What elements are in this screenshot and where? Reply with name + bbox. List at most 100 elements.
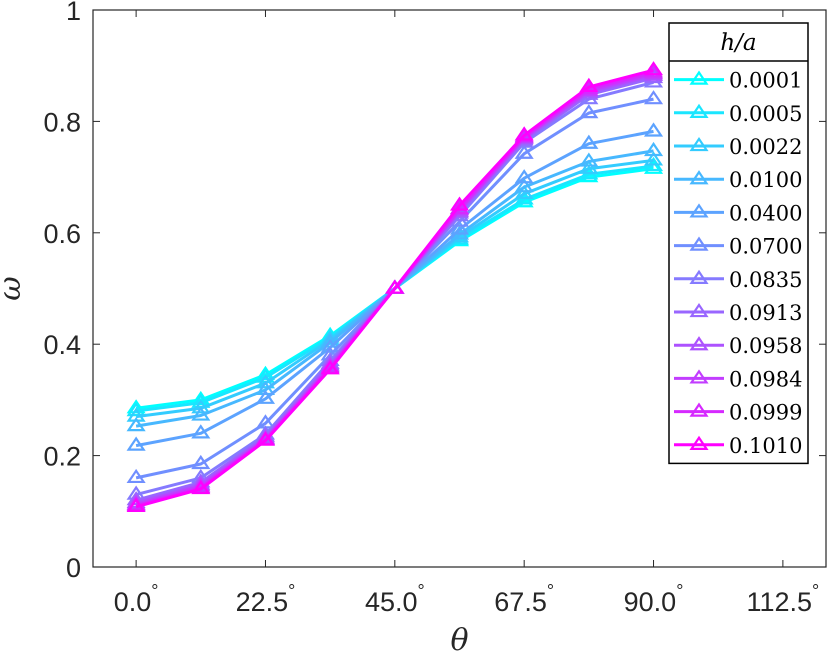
legend-swatch-marker (689, 103, 709, 118)
data-point-marker (191, 424, 211, 439)
degree-sign: ° (151, 581, 158, 601)
legend-entry-0.0958: 0.0958 (674, 334, 802, 358)
legend-swatch-marker (689, 435, 709, 450)
legend-entry-0.0835: 0.0835 (674, 268, 802, 292)
y-tick-label: 0.4 (43, 330, 81, 360)
legend-label: 0.0984 (729, 367, 802, 391)
data-point-marker (514, 144, 534, 159)
x-tick-label: 22.5° (236, 581, 296, 617)
degree-sign: ° (676, 581, 683, 601)
data-point-marker (385, 279, 405, 294)
data-point-marker (191, 399, 211, 414)
legend-entry-0.0001: 0.0001 (674, 69, 802, 93)
legend-label: 0.0835 (729, 268, 802, 292)
data-point-marker (126, 436, 146, 451)
legend-label: 0.0022 (729, 135, 802, 159)
x-tick-label: 45.0° (365, 581, 425, 617)
legend-label: 0.0005 (729, 102, 802, 126)
data-point-marker (643, 61, 664, 76)
legend-label: 0.0100 (729, 168, 802, 192)
degree-sign: ° (418, 581, 425, 601)
y-tick-label: 0.2 (43, 442, 81, 472)
degree-sign: ° (288, 581, 295, 601)
axes-frame (92, 9, 827, 568)
legend-entry-0.0400: 0.0400 (674, 201, 802, 225)
legend-label: 0.0913 (729, 301, 802, 325)
y-axis-ticks: 0 0.2 0.4 0.6 0.8 1 (43, 0, 826, 583)
legend-entry-0.0022: 0.0022 (674, 135, 802, 159)
y-tick-label: 0.6 (43, 219, 81, 249)
data-point-marker (191, 454, 211, 470)
series-line (135, 68, 654, 509)
legend-label: 0.0958 (729, 334, 802, 358)
legend-entry-0.0984: 0.0984 (674, 367, 802, 391)
data-point-marker (579, 103, 599, 119)
data-point-marker (126, 417, 146, 432)
data-point-marker (514, 178, 534, 193)
x-axis-ticks: 0.0° 22.5° 45.0° 67.5° 90.0° 112.5° (114, 10, 819, 617)
data-point-marker (191, 406, 211, 421)
x-tick-label: 67.5° (494, 581, 554, 617)
data-point-marker (579, 159, 599, 174)
data-point-marker (514, 126, 534, 141)
legend-entries: 0.0001 0.0005 0.0022 0.0100 0.0400 0.0700 0.08… (674, 69, 802, 458)
data-point-marker (514, 169, 534, 184)
legend-swatch-marker (689, 70, 709, 85)
data-point-marker (579, 80, 599, 95)
data-point-marker (255, 374, 276, 389)
legend-swatch-marker (689, 402, 709, 417)
data-point-marker (514, 184, 534, 199)
data-point-marker (126, 468, 146, 484)
y-axis-title: ω (0, 276, 28, 300)
legend-label: 0.0700 (729, 235, 802, 259)
data-point-marker (449, 199, 470, 214)
legend-swatch-marker (689, 336, 709, 351)
data-point-marker (191, 479, 211, 495)
data-point-marker (320, 338, 340, 353)
legend-swatch-marker (689, 136, 709, 152)
data-point-marker (643, 141, 664, 157)
data-point-marker (643, 73, 664, 88)
y-tick-label: 1 (66, 0, 81, 26)
x-tick-label: 90.0° (624, 581, 684, 617)
legend-label: 0.1010 (729, 434, 802, 458)
legend: h/a 0.0001 0.0005 0.0022 0.0100 0.0400 0.0700… (668, 22, 809, 465)
legend-swatch-marker (689, 369, 709, 384)
legend-entry-0.0100: 0.0100 (674, 168, 802, 192)
data-point-marker (255, 389, 276, 404)
y-tick-label: 0 (66, 553, 81, 583)
plot-area-border (92, 9, 827, 568)
data-point-marker (579, 152, 599, 167)
data-point-marker (320, 360, 340, 375)
series-0.1010 (126, 61, 664, 512)
x-axis-title: θ (450, 623, 468, 656)
data-point-marker (449, 196, 470, 211)
data-point-marker (126, 497, 146, 512)
data-point-marker (449, 220, 470, 235)
legend-swatch-marker (689, 203, 709, 218)
data-point-marker (643, 122, 664, 137)
data-point-marker (579, 134, 599, 149)
legend-swatch-marker (689, 302, 709, 318)
legend-swatch-marker (689, 236, 709, 251)
legend-entry-0.0700: 0.0700 (674, 235, 802, 259)
series-layer (126, 61, 664, 512)
legend-entry-0.0999: 0.0999 (674, 401, 802, 425)
legend-label: 0.0999 (729, 401, 802, 425)
data-point-marker (643, 90, 664, 105)
legend-entry-0.0005: 0.0005 (674, 102, 802, 126)
x-tick-label: 112.5° (746, 581, 819, 617)
legend-swatch-marker (689, 269, 709, 284)
legend-title: h/a (720, 30, 756, 56)
legend-label: 0.0001 (729, 69, 802, 93)
y-tick-label: 0.8 (43, 107, 81, 137)
degree-sign: ° (812, 581, 819, 601)
data-point-marker (255, 380, 276, 396)
data-point-marker (126, 399, 146, 414)
legend-entry-0.1010: 0.1010 (674, 434, 802, 458)
legend-label: 0.0400 (729, 201, 802, 225)
legend-box (668, 22, 809, 465)
x-tick-label: 0.0° (114, 581, 159, 617)
data-point-marker (255, 431, 276, 446)
